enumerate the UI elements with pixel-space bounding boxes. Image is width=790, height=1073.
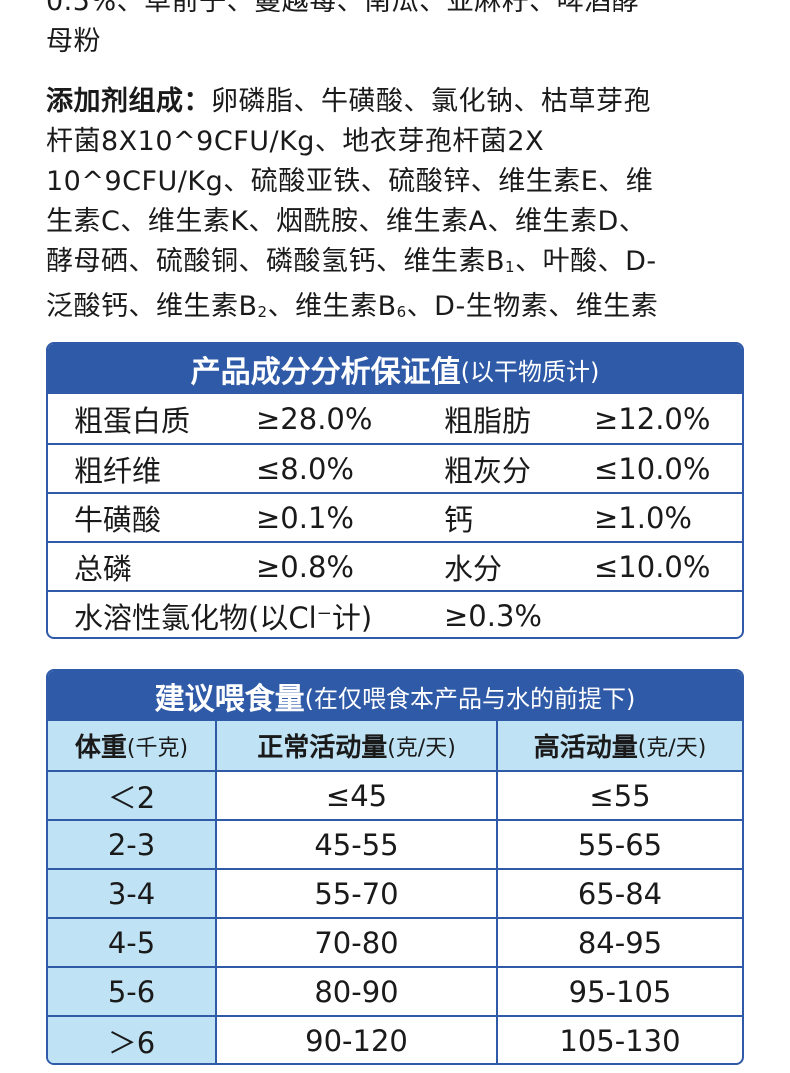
additives-line: 酵母硒、硫酸铜、磷酸氢钙、维生素B1、叶酸、D- — [46, 242, 746, 287]
additives-paragraph: 添加剂组成：卵磷脂、牛磺酸、氯化钠、枯草芽孢 杆菌8X10^9CFU/Kg、地衣… — [46, 82, 746, 332]
nutrient-name: 水分 — [444, 551, 503, 586]
table-row: 2-3 45-55 55-65 — [48, 819, 742, 868]
high-amount-cell: 65-84 — [577, 876, 663, 911]
ingredients-line: 0.5%、草前子、蔓越莓、南瓜、亚麻籽、啤酒酵 — [46, 0, 640, 17]
additives-text: 、叶酸、D- — [515, 246, 657, 277]
column-header-high: 高活动量 (克/天) — [498, 721, 742, 770]
nutrient-value: ≥28.0% — [256, 401, 373, 436]
additives-line: 添加剂组成：卵磷脂、牛磺酸、氯化钠、枯草芽孢 — [46, 82, 746, 122]
table-row: 3-4 55-70 65-84 — [48, 868, 742, 917]
weight-cell: ＞6 — [48, 1017, 217, 1063]
additives-text: 酵母硒、硫酸铜、磷酸氢钙、维生素B — [46, 246, 506, 277]
high-amount-cell: 55-65 — [577, 827, 663, 862]
nutrient-name: 钙 — [444, 502, 474, 537]
additives-text: 、维生素B — [267, 291, 397, 322]
weight-cell: 4-5 — [48, 919, 217, 966]
nutrient-value: ≥12.0% — [594, 401, 711, 436]
header-unit: (克/天) — [387, 735, 456, 761]
analysis-body: 粗蛋白质 ≥28.0% 粗脂肪 ≥12.0% 粗纤维 ≤8.0% 粗灰分 ≤10… — [48, 394, 742, 637]
nutrient-name: 粗脂肪 — [444, 403, 532, 438]
additives-text: 卵磷脂、牛磺酸、氯化钠、枯草芽孢 — [211, 86, 651, 117]
normal-amount-cell: 90-120 — [217, 1017, 498, 1063]
table-row: 4-5 70-80 84-95 — [48, 917, 742, 966]
nutrient-value: ≥0.3% — [444, 598, 542, 633]
nutrient-value: ≥0.1% — [256, 500, 354, 535]
nutrient-name: 总磷 — [74, 551, 133, 586]
nutrient-name: 粗灰分 — [444, 453, 532, 488]
additives-label: 添加剂组成： — [46, 86, 211, 117]
normal-amount-cell: 55-70 — [217, 870, 498, 917]
table-row: 粗纤维 ≤8.0% 粗灰分 ≤10.0% — [48, 443, 742, 492]
normal-amount-cell: 70-80 — [217, 919, 498, 966]
column-header-weight: 体重 (千克) — [48, 721, 217, 770]
nutrient-value: ≥0.8% — [256, 549, 354, 584]
header-unit: (千克) — [126, 735, 189, 761]
feeding-table: 建议喂食量 (在仅喂食本产品与水的前提下) 体重 (千克) 正常活动量 (克/天) … — [46, 669, 744, 1065]
nutrient-value: ≤10.0% — [594, 451, 711, 486]
weight-cell: 5-6 — [48, 968, 217, 1015]
nutrient-value: ≤10.0% — [594, 549, 711, 584]
additives-line: 生素C、维生素K、烟酰胺、维生素A、维生素D、 — [46, 206, 647, 237]
additives-line: 10^9CFU/Kg、硫酸亚铁、硫酸锌、维生素E、维 — [46, 166, 654, 197]
header-label: 体重 — [74, 733, 127, 763]
normal-amount-cell: 45-55 — [217, 821, 498, 868]
nutrient-name: 粗纤维 — [74, 453, 162, 488]
table-header-row: 体重 (千克) 正常活动量 (克/天) 高活动量 (克/天) — [48, 721, 742, 770]
additives-line: 杆菌8X10^9CFU/Kg、地衣芽孢杆菌2X — [46, 126, 545, 157]
high-amount-cell: ≤55 — [589, 778, 651, 813]
subscript: 2 — [257, 303, 268, 321]
nutrient-value: ≤8.0% — [256, 451, 354, 486]
feeding-subtitle: (在仅喂食本产品与水的前提下) — [304, 684, 636, 713]
analysis-table: 产品成分分析保证值 (以干物质计) 粗蛋白质 ≥28.0% 粗脂肪 ≥12.0%… — [46, 342, 744, 639]
table-row: 水溶性氯化物(以Cl⁻计) ≥0.3% — [48, 590, 742, 637]
analysis-title: 产品成分分析保证值 — [190, 355, 461, 390]
column-header-normal: 正常活动量 (克/天) — [217, 721, 498, 770]
additives-text: 、D-生物素、维生素 — [406, 291, 659, 322]
high-amount-cell: 95-105 — [568, 974, 672, 1009]
high-amount-cell: 84-95 — [577, 925, 663, 960]
feeding-title: 建议喂食量 — [154, 682, 305, 717]
subscript: 6 — [396, 303, 407, 321]
feeding-header: 建议喂食量 (在仅喂食本产品与水的前提下) — [48, 671, 742, 721]
analysis-subtitle: (以干物质计) — [460, 357, 600, 386]
high-amount-cell: 105-130 — [559, 1023, 681, 1058]
table-row: 粗蛋白质 ≥28.0% 粗脂肪 ≥12.0% — [48, 394, 742, 443]
weight-cell: 3-4 — [48, 870, 217, 917]
additives-text: 泛酸钙、维生素B — [46, 291, 258, 322]
table-row: ＞6 90-120 105-130 — [48, 1015, 742, 1063]
table-row: 牛磺酸 ≥0.1% 钙 ≥1.0% — [48, 492, 742, 541]
normal-amount-cell: 80-90 — [217, 968, 498, 1015]
table-row: ＜2 ≤45 ≤55 — [48, 770, 742, 819]
table-row: 5-6 80-90 95-105 — [48, 966, 742, 1015]
nutrient-value: ≥1.0% — [594, 500, 692, 535]
header-label: 高活动量 — [533, 733, 638, 763]
nutrient-name: 水溶性氯化物(以Cl⁻计) — [74, 600, 373, 635]
table-row: 总磷 ≥0.8% 水分 ≤10.0% — [48, 541, 742, 590]
nutrient-name: 牛磺酸 — [74, 502, 162, 537]
nutrient-name: 粗蛋白质 — [74, 403, 191, 438]
weight-cell: 2-3 — [48, 821, 217, 868]
ingredients-line: 母粉 — [46, 26, 101, 57]
ingredients-tail: 0.5%、草前子、蔓越莓、南瓜、亚麻籽、啤酒酵 母粉 — [46, 0, 746, 62]
header-label: 正常活动量 — [257, 733, 388, 763]
subscript: 1 — [505, 258, 516, 276]
weight-cell: ＜2 — [48, 772, 217, 819]
normal-amount-cell: ≤45 — [217, 772, 498, 819]
additives-line: 泛酸钙、维生素B2、维生素B6、D-生物素、维生素 — [46, 287, 746, 332]
analysis-header: 产品成分分析保证值 (以干物质计) — [48, 344, 742, 394]
header-unit: (克/天) — [637, 735, 707, 761]
